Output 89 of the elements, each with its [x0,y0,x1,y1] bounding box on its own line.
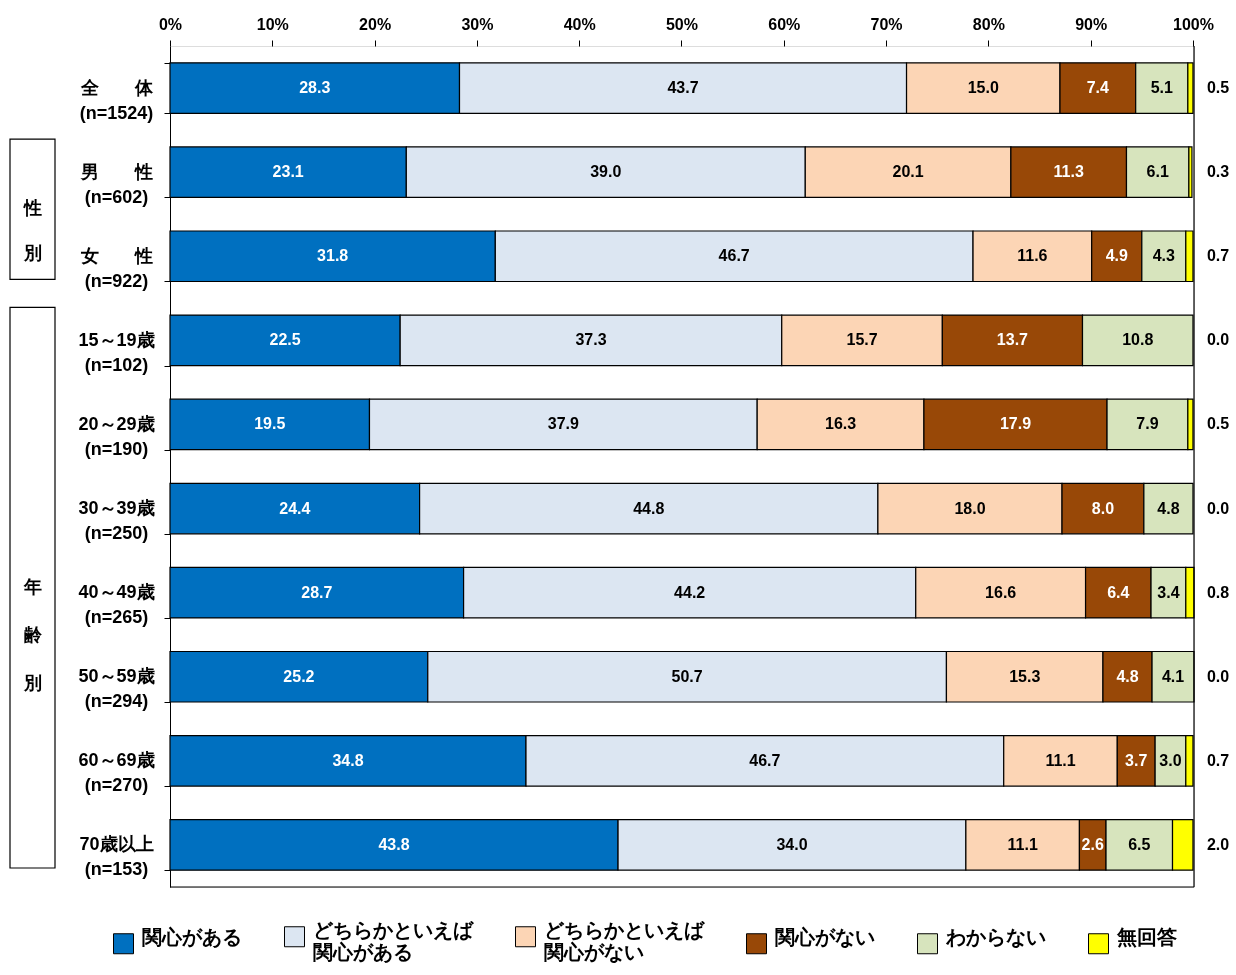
data-label: 0.7 [1206,247,1230,265]
data-label: 0.0 [1206,331,1230,349]
legend-label: どちらかといえば関心がない [544,918,705,963]
data-label: 17.9 [999,415,1032,433]
data-label: 15.0 [967,79,999,97]
data-label: 43.8 [378,835,410,853]
data-label: 0.5 [1206,79,1230,97]
data-label: 44.8 [633,499,665,517]
data-label: 11.1 [1007,835,1038,853]
y-tick-label: 女 性 (n=922) [79,245,153,291]
x-tick-label: 100% [1173,15,1214,33]
x-tick-label: 60% [768,15,801,33]
data-label: 0.8 [1206,583,1230,601]
data-label: 11.1 [1045,751,1076,769]
y-tick-label: 50～59歳 (n=294) [78,666,155,712]
data-label: 46.7 [749,751,781,769]
data-label: 24.4 [279,499,311,517]
y-tick-label: 15～19歳 (n=102) [78,329,155,375]
data-label: 7.4 [1086,79,1110,97]
data-label: 34.8 [332,751,364,769]
data-label: 18.0 [954,499,986,517]
y-tick-label: 60～69歳 (n=270) [78,750,155,796]
x-tick-label: 40% [563,15,596,33]
data-label: 11.3 [1053,163,1084,181]
x-tick-label: 10% [256,15,289,33]
data-label: 4.3 [1152,247,1176,265]
x-tick-label: 90% [1075,15,1108,33]
data-label: 0.3 [1206,163,1230,181]
data-label: 20.1 [892,163,924,181]
data-label: 11.6 [1017,247,1048,265]
data-label: 4.1 [1161,667,1185,685]
data-label: 28.7 [301,583,333,601]
x-tick-label: 50% [665,15,698,33]
data-label: 31.8 [317,247,349,265]
data-label: 44.2 [674,583,706,601]
data-label: 7.9 [1136,415,1159,433]
x-tick-label: 0% [158,15,183,33]
data-label: 25.2 [283,667,315,685]
data-label: 28.3 [299,79,331,97]
data-label: 22.5 [269,331,301,349]
y-tick-label: 20～29歳 (n=190) [78,413,155,459]
data-label: 0.0 [1206,499,1230,517]
data-label: 5.1 [1150,79,1173,97]
data-label: 37.9 [547,415,580,433]
data-label: 6.4 [1107,583,1130,601]
data-label: 16.6 [985,583,1017,601]
text: 性別 [23,198,42,264]
data-label: 2.0 [1206,835,1230,853]
data-label: 50.7 [671,667,703,685]
x-tick-label: 20% [359,15,392,33]
data-label: 0.7 [1206,751,1230,769]
y-tick-label: 全 体 (n=1524) [79,77,154,123]
data-label: 15.3 [1009,667,1041,685]
data-label: 23.1 [272,163,304,181]
y-tick-label: 男 性 (n=602) [79,161,153,207]
x-tick-label: 70% [870,15,903,33]
y-tick-label: 40～49歳 (n=265) [78,582,155,628]
data-label: 6.5 [1128,835,1151,853]
data-label: 0.0 [1206,667,1230,685]
y-tick-label: 70歳以上 (n=153) [79,834,154,880]
data-label: 3.0 [1159,751,1182,769]
legend-label: わからない [945,925,1046,948]
x-tick-label: 80% [972,15,1005,33]
data-label: 3.4 [1157,583,1180,601]
data-label: 43.7 [667,79,699,97]
data-label: 16.3 [824,415,857,433]
data-label: 8.0 [1091,499,1115,517]
data-label: 39.0 [590,163,622,181]
data-label: 37.3 [575,331,607,349]
data-label: 34.0 [776,835,808,853]
data-label: 4.8 [1116,667,1139,685]
data-label: 6.1 [1146,163,1169,181]
legend-label: どちらかといえば関心がある [313,918,474,963]
data-label: 15.7 [846,331,878,349]
data-label: 10.8 [1122,331,1154,349]
data-label: 46.7 [718,247,750,265]
legend-label: 関心がない [775,925,875,948]
data-label: 4.8 [1157,499,1180,517]
y-tick-label: 30～39歳 (n=250) [78,498,155,544]
data-label: 2.6 [1081,835,1104,853]
legend-label: 関心がある [142,925,242,948]
data-label: 13.7 [996,331,1029,349]
data-label: 19.5 [254,415,286,433]
data-label: 0.5 [1206,415,1230,433]
data-label: 3.7 [1125,751,1148,769]
data-label: 4.9 [1105,247,1128,265]
legend-label: 無回答 [1116,925,1177,948]
text: 年齢別 [23,576,42,693]
x-tick-label: 30% [461,15,494,33]
